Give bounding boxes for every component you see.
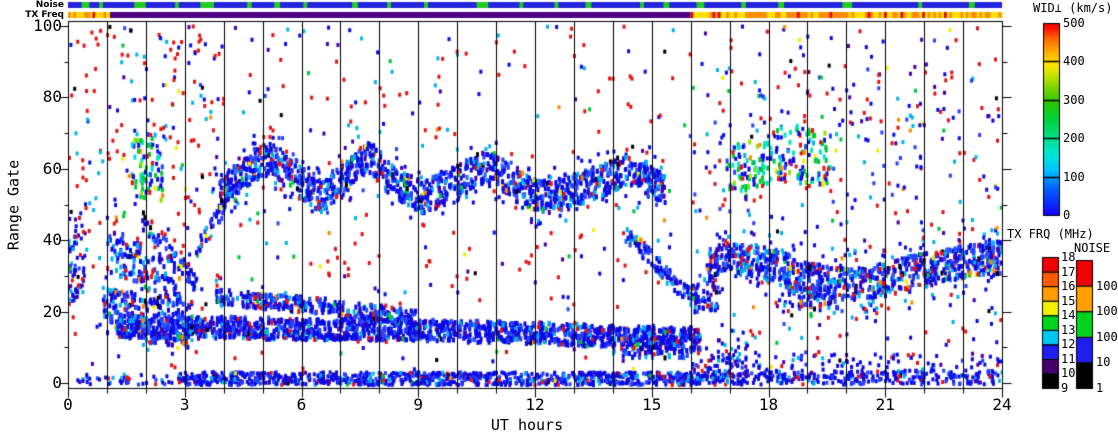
- noise-tick-label-10: 10: [1096, 355, 1111, 370]
- wid-tick-label-200: 200: [1063, 131, 1085, 146]
- x-tick-label-9: 9: [413, 395, 424, 414]
- txfrq-tick-label-12: 12: [1061, 337, 1076, 352]
- noise-tick-label-10000: 10000: [1096, 278, 1118, 293]
- x-axis-title: UT hours: [490, 416, 564, 434]
- x-tick-label-0: 0: [63, 395, 73, 414]
- txfrq-tick-label-15: 15: [1061, 293, 1076, 308]
- x-tick-label-6: 6: [296, 395, 307, 414]
- txfrq-tick-label-18: 18: [1061, 250, 1076, 264]
- wid-tick-label-500: 500: [1063, 16, 1085, 30]
- wid-tick-label-100: 100: [1063, 169, 1085, 184]
- txfrq-tick-label-14: 14: [1061, 308, 1076, 323]
- wid-tick-label-0: 0: [1063, 208, 1071, 222]
- wid-colorbar-title: WID⊥ (km/s): [1033, 1, 1113, 15]
- x-tick-label-18: 18: [758, 395, 779, 414]
- x-tick-label-21: 21: [875, 395, 895, 414]
- noise-strip-label: Noise: [35, 0, 64, 10]
- x-tick-label-15: 15: [642, 395, 662, 414]
- noise-colorbar-title: NOISE: [1074, 241, 1111, 255]
- txfrq-colorbar-title: TX FRQ (MHz): [1007, 227, 1094, 241]
- y-tick-label-100: 100: [33, 16, 62, 35]
- txfreq-strip-label: TX Freq: [25, 10, 64, 20]
- y-tick-label-0: 0: [52, 373, 62, 392]
- txfrq-tick-label-10: 10: [1061, 366, 1076, 381]
- y-tick-label-60: 60: [42, 158, 62, 178]
- txfrq-tick-label-11: 11: [1061, 351, 1076, 366]
- noise-tick-label-1: 1: [1096, 381, 1104, 395]
- txfrq-tick-label-17: 17: [1061, 264, 1076, 279]
- x-tick-label-3: 3: [179, 395, 190, 414]
- y-tick-label-20: 20: [42, 301, 62, 321]
- y-axis-title: Range Gate: [4, 159, 23, 251]
- txfrq-tick-label-16: 16: [1061, 279, 1076, 294]
- y-tick-label-40: 40: [42, 230, 62, 250]
- txfrq-tick-label-13: 13: [1061, 322, 1076, 337]
- txfrq-tick-label-9: 9: [1061, 381, 1069, 395]
- x-tick-label-12: 12: [525, 395, 545, 414]
- y-tick-label-80: 80: [42, 87, 62, 107]
- x-tick-label-24: 24: [992, 395, 1012, 414]
- wid-tick-label-400: 400: [1063, 54, 1085, 69]
- noise-tick-label-100: 100: [1096, 329, 1118, 344]
- wid-tick-label-300: 300: [1063, 92, 1085, 107]
